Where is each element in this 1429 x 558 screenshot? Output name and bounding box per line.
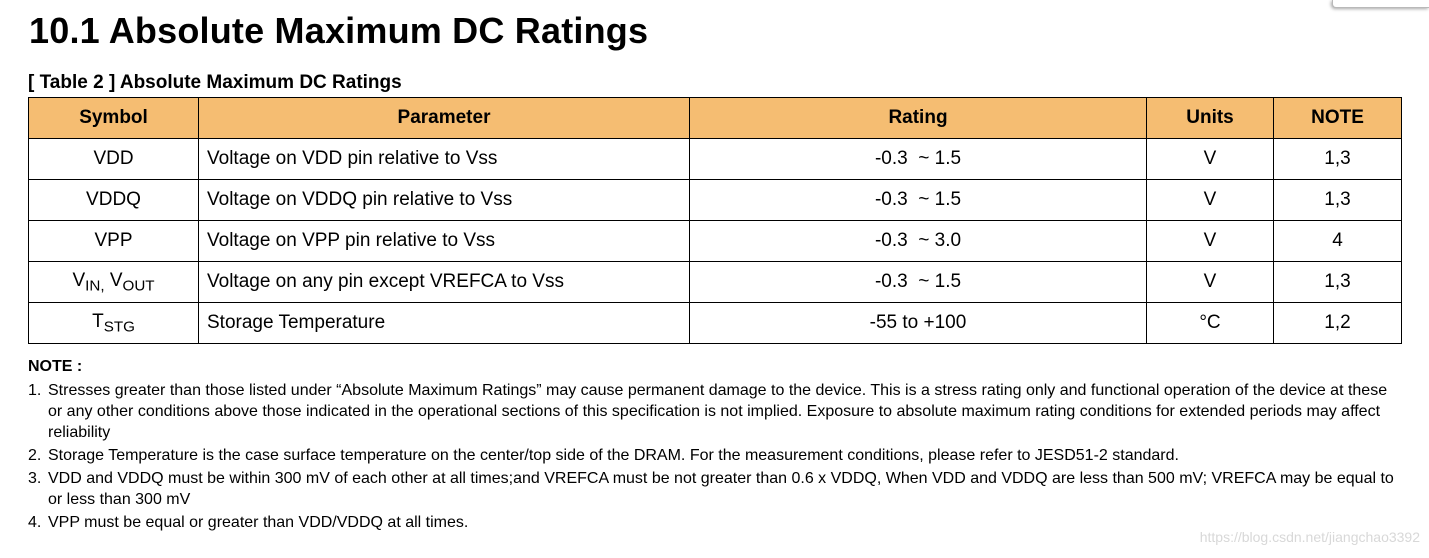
table-row: VDDQ Voltage on VDDQ pin relative to Vss… xyxy=(28,179,1402,221)
ratings-table: Symbol Parameter Rating Units NOTE VDD V… xyxy=(28,97,1402,344)
top-right-panel-edge[interactable] xyxy=(1332,0,1429,8)
symbol-cell: VDD xyxy=(28,138,199,180)
header-rating: Rating xyxy=(689,97,1147,139)
note-item: 1. Stresses greater than those listed un… xyxy=(28,380,1403,443)
rating-cell: -0.3 ~ 1.5 xyxy=(689,138,1147,180)
note-number: 4. xyxy=(28,514,42,531)
symbol-main: V xyxy=(72,269,86,291)
note-cell: 1,3 xyxy=(1273,179,1402,221)
units-cell: V xyxy=(1146,220,1274,262)
note-text: Stresses greater than those listed under… xyxy=(48,382,1388,441)
header-parameter: Parameter xyxy=(198,97,690,139)
parameter-cell: Voltage on any pin except VREFCA to Vss xyxy=(198,261,690,303)
table-caption: [ Table 2 ] Absolute Maximum DC Ratings xyxy=(28,72,402,93)
note-number: 1. xyxy=(28,382,42,399)
symbol-subscript: OUT xyxy=(122,277,155,295)
parameter-cell: Voltage on VDDQ pin relative to Vss xyxy=(198,179,690,221)
table-row: VIN, VOUT Voltage on any pin except VREF… xyxy=(28,261,1402,303)
note-item: 2. Storage Temperature is the case surfa… xyxy=(28,445,1403,466)
note-item: 3. VDD and VDDQ must be within 300 mV of… xyxy=(28,468,1403,510)
table-header-row: Symbol Parameter Rating Units NOTE xyxy=(28,97,1402,139)
symbol-subscript: STG xyxy=(103,318,135,336)
page-title: 10.1 Absolute Maximum DC Ratings xyxy=(29,10,649,51)
table-row: VDD Voltage on VDD pin relative to Vss -… xyxy=(28,138,1402,180)
watermark-url: https://blog.csdn.net/jiangchao3392 xyxy=(1199,529,1420,545)
table-row: VPP Voltage on VPP pin relative to Vss -… xyxy=(28,220,1402,262)
note-cell: 4 xyxy=(1273,220,1402,262)
note-cell: 1,2 xyxy=(1273,302,1402,344)
note-item: 4. VPP must be equal or greater than VDD… xyxy=(28,512,1403,533)
symbol-main: V xyxy=(104,269,123,291)
units-cell: °C xyxy=(1146,302,1274,344)
note-number: 3. xyxy=(28,470,42,487)
rating-cell: -0.3 ~ 1.5 xyxy=(689,261,1147,303)
table-row: TSTG Storage Temperature -55 to +100 °C … xyxy=(28,302,1402,344)
units-cell: V xyxy=(1146,138,1274,180)
note-cell: 1,3 xyxy=(1273,138,1402,180)
parameter-cell: Voltage on VDD pin relative to Vss xyxy=(198,138,690,180)
symbol-cell: TSTG xyxy=(28,302,199,344)
parameter-cell: Voltage on VPP pin relative to Vss xyxy=(198,220,690,262)
note-cell: 1,3 xyxy=(1273,261,1402,303)
header-note: NOTE xyxy=(1273,97,1402,139)
note-text: VPP must be equal or greater than VDD/VD… xyxy=(48,514,469,531)
header-units: Units xyxy=(1146,97,1274,139)
symbol-main: T xyxy=(92,310,104,332)
symbol-cell: VPP xyxy=(28,220,199,262)
units-cell: V xyxy=(1146,261,1274,303)
notes-heading: NOTE : xyxy=(28,358,83,375)
symbol-cell: VDDQ xyxy=(28,179,199,221)
header-symbol: Symbol xyxy=(28,97,199,139)
note-number: 2. xyxy=(28,447,42,464)
rating-cell: -55 to +100 xyxy=(689,302,1147,344)
units-cell: V xyxy=(1146,179,1274,221)
parameter-cell: Storage Temperature xyxy=(198,302,690,344)
note-text: Storage Temperature is the case surface … xyxy=(48,447,1179,464)
rating-cell: -0.3 ~ 3.0 xyxy=(689,220,1147,262)
symbol-subscript: IN, xyxy=(85,277,105,295)
note-text: VDD and VDDQ must be within 300 mV of ea… xyxy=(48,470,1394,508)
notes-list: 1. Stresses greater than those listed un… xyxy=(28,380,1403,535)
symbol-cell: VIN, VOUT xyxy=(28,261,199,303)
rating-cell: -0.3 ~ 1.5 xyxy=(689,179,1147,221)
